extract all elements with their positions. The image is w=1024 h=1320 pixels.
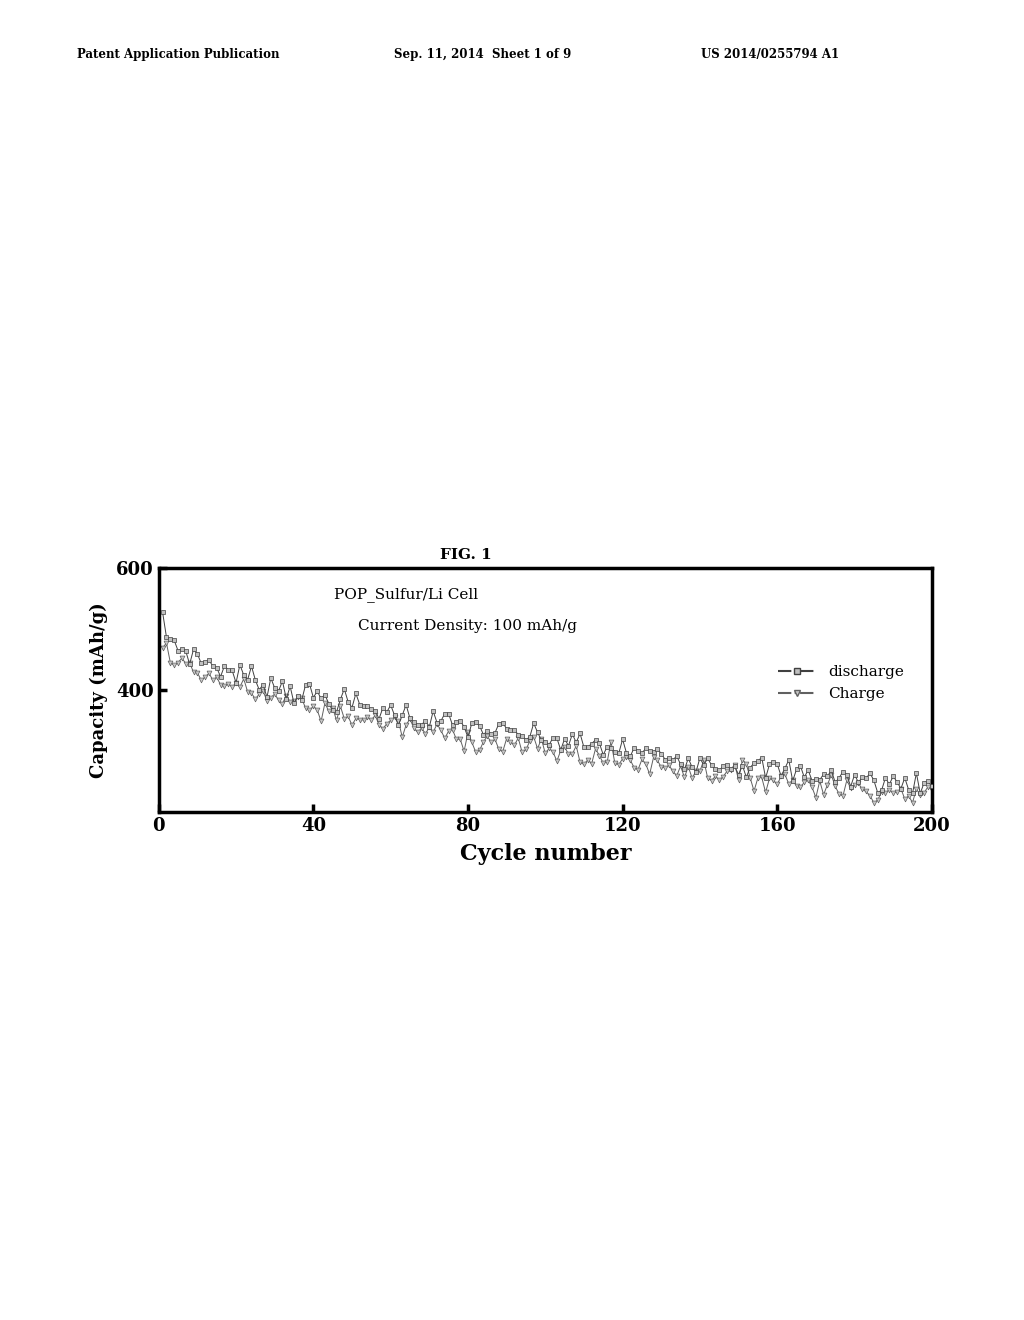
Y-axis label: Capacity (mAh/g): Capacity (mAh/g) [89, 602, 108, 777]
Text: Patent Application Publication: Patent Application Publication [77, 48, 280, 61]
Text: POP_Sulfur/Li Cell: POP_Sulfur/Li Cell [334, 587, 478, 602]
Text: US 2014/0255794 A1: US 2014/0255794 A1 [701, 48, 840, 61]
Legend: discharge, Charge: discharge, Charge [773, 661, 908, 705]
Text: FIG. 1: FIG. 1 [440, 548, 492, 562]
X-axis label: Cycle number: Cycle number [460, 843, 631, 865]
Text: Sep. 11, 2014  Sheet 1 of 9: Sep. 11, 2014 Sheet 1 of 9 [394, 48, 571, 61]
Text: Current Density: 100 mAh/g: Current Density: 100 mAh/g [358, 619, 578, 632]
